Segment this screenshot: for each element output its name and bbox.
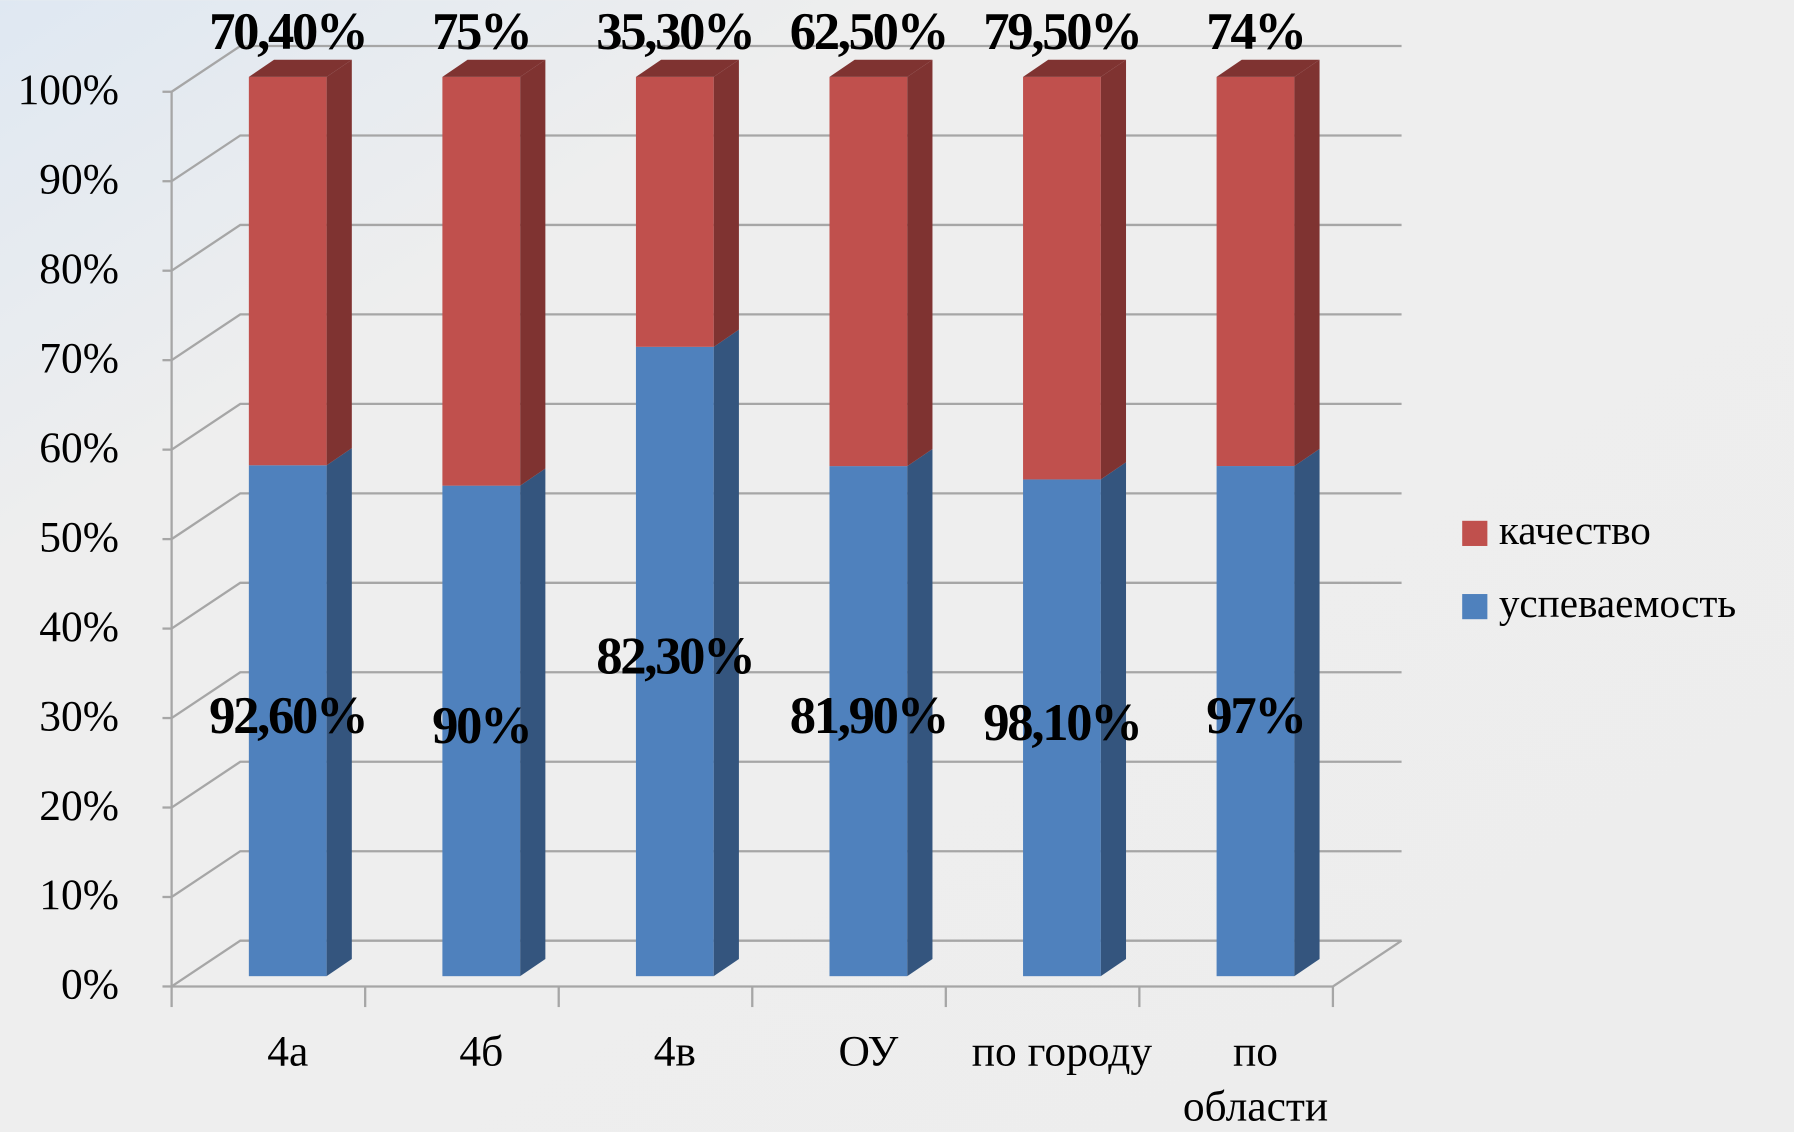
bar-front xyxy=(248,465,327,977)
legend-label: успеваемость xyxy=(1499,580,1736,626)
grid-line xyxy=(170,850,1402,898)
y-tick-label: 70% xyxy=(39,334,119,382)
bar-top xyxy=(248,59,352,77)
legend-label: качество xyxy=(1499,507,1651,553)
bar-front xyxy=(442,76,521,486)
bar-front xyxy=(442,485,521,977)
bar-front xyxy=(1023,479,1101,977)
x-tick-label: 4а xyxy=(267,1027,309,1076)
grid-line xyxy=(170,492,1402,541)
data-label: 70,40% xyxy=(209,3,366,61)
bar-side xyxy=(1100,59,1127,480)
x-tick-label-box: 4а xyxy=(267,1027,309,1076)
bar-top xyxy=(635,59,739,77)
data-label: 62,50% xyxy=(790,3,947,61)
grid-line xyxy=(170,671,1402,720)
bar-top xyxy=(829,59,933,77)
data-label: 97% xyxy=(1206,687,1304,745)
legend-swatch xyxy=(1462,594,1488,620)
bar-top xyxy=(1023,59,1127,77)
data-label: 98,10% xyxy=(983,694,1140,752)
y-tick-label: 10% xyxy=(39,871,119,919)
grid-line xyxy=(170,134,1402,183)
bar-side xyxy=(713,329,739,977)
grid-line xyxy=(170,402,1402,451)
x-tick-label-box: по городу xyxy=(971,1027,1153,1076)
bar-front xyxy=(1216,466,1295,977)
y-tick-label: 100% xyxy=(18,66,119,114)
bar-front xyxy=(248,76,327,466)
bar-front xyxy=(829,76,908,467)
x-tick-label-box: 4б xyxy=(459,1027,504,1076)
grid-line xyxy=(170,223,1402,272)
data-label: 75% xyxy=(432,3,530,61)
data-label: 82,30% xyxy=(596,628,753,686)
bar-front xyxy=(1023,76,1101,480)
bar-side xyxy=(520,468,546,977)
bar-top xyxy=(442,59,546,77)
bar-side xyxy=(907,59,933,467)
x-tick-label: ОУ xyxy=(838,1027,899,1076)
bar-side xyxy=(907,448,933,977)
bar-side xyxy=(713,59,739,347)
y-tick-label: 90% xyxy=(39,155,119,203)
grid-line xyxy=(170,939,1402,988)
grid-line xyxy=(170,44,1402,93)
data-label: 79,50% xyxy=(983,3,1140,61)
x-tick-label-box: 4в xyxy=(653,1027,696,1076)
x-tick-label-box: ОУ xyxy=(838,1027,899,1076)
bar-side xyxy=(1294,59,1320,467)
bar-side xyxy=(1294,448,1320,977)
grid-line xyxy=(170,313,1402,362)
bar-top xyxy=(1216,59,1320,77)
data-label: 81,90% xyxy=(790,687,947,745)
x-tick-label: 4б xyxy=(459,1027,504,1076)
y-tick-label: 80% xyxy=(39,245,119,293)
bar-front xyxy=(829,466,908,977)
bar-side xyxy=(326,59,352,466)
bar-front xyxy=(635,346,714,977)
bar-side xyxy=(1100,462,1127,977)
x-tick-label: 4в xyxy=(653,1027,696,1076)
y-tick-label: 40% xyxy=(39,603,119,651)
data-label: 90% xyxy=(432,697,530,755)
bar-front xyxy=(635,76,714,347)
x-tick-label: по городу xyxy=(971,1027,1153,1076)
x-tick-label-box: по области xyxy=(1182,1027,1329,1131)
bar-side xyxy=(520,59,546,486)
y-tick-label: 60% xyxy=(39,424,119,472)
y-tick-label: 50% xyxy=(39,513,119,561)
bar-side xyxy=(326,448,352,977)
grid-line xyxy=(170,581,1402,630)
data-label: 74% xyxy=(1206,3,1304,61)
grid-line xyxy=(170,760,1402,809)
data-label: 92,60% xyxy=(209,687,366,745)
y-tick-label: 20% xyxy=(39,782,119,830)
x-tick-label: по области xyxy=(1182,1027,1329,1131)
data-label: 35,30% xyxy=(596,3,753,61)
y-tick-label: 30% xyxy=(39,692,119,740)
y-tick-label: 0% xyxy=(61,961,119,1009)
legend-swatch xyxy=(1462,520,1488,546)
bar-front xyxy=(1216,76,1295,467)
